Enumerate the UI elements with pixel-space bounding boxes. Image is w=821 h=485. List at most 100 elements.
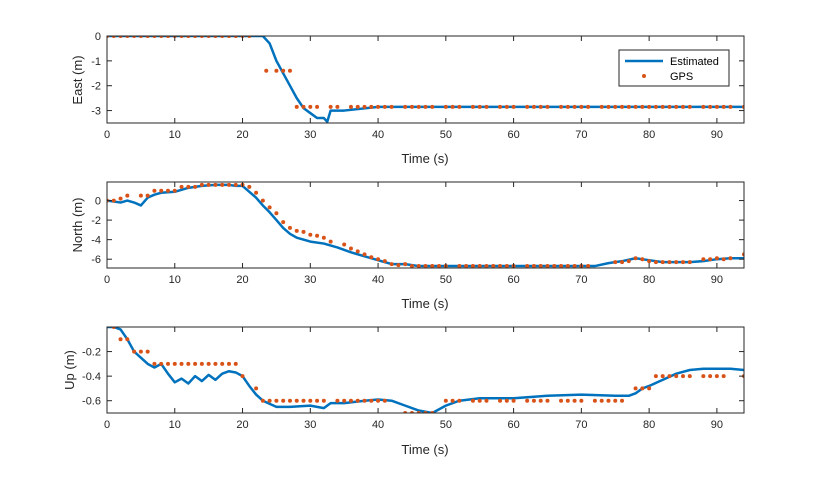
axes-frame-north	[106, 181, 745, 269]
x-tick-label-east: 40	[372, 129, 384, 141]
gps-point-east	[457, 104, 462, 109]
legend-label-gps: GPS	[670, 71, 693, 83]
gps-point-up	[667, 374, 672, 379]
gps-point-up	[145, 349, 150, 354]
gps-point-up	[376, 398, 381, 403]
gps-point-north	[287, 225, 292, 230]
gps-point-up	[457, 398, 462, 403]
x-tick-label-up: 90	[711, 419, 723, 431]
gps-point-north	[538, 264, 543, 268]
gps-point-east	[586, 104, 591, 109]
gps-point-north	[226, 182, 231, 187]
x-tick-label-north: 30	[304, 274, 316, 286]
gps-point-up	[470, 398, 475, 403]
gps-point-north	[179, 184, 184, 189]
gps-point-east	[565, 104, 570, 109]
gps-point-up	[342, 398, 347, 403]
x-tick-label-north: 10	[169, 274, 181, 286]
gps-point-north	[653, 260, 658, 265]
gps-point-up	[653, 374, 658, 379]
gps-point-east	[362, 104, 367, 109]
series-estimated-line-north	[107, 183, 744, 268]
gps-point-up	[308, 398, 313, 403]
gps-point-east	[470, 104, 475, 109]
gps-point-north	[572, 264, 577, 268]
gps-point-east	[389, 104, 394, 109]
gps-point-up	[172, 361, 177, 366]
gps-point-north	[613, 260, 618, 265]
y-tick-label-up: -0.2	[82, 347, 101, 359]
x-tick-label-north: 50	[440, 274, 452, 286]
y-axis-label-east: East (m)	[70, 55, 85, 104]
gps-point-north	[233, 182, 238, 187]
gps-point-east	[498, 104, 503, 109]
gps-point-up	[193, 361, 198, 366]
gps-point-east	[626, 104, 631, 109]
gps-point-east	[315, 104, 320, 109]
gps-point-north	[260, 198, 265, 203]
x-axis-label-east: Time (s)	[401, 151, 448, 166]
gps-point-up	[301, 398, 306, 403]
gps-point-up	[179, 361, 184, 366]
gps-point-north	[660, 260, 665, 265]
legend-box	[618, 49, 730, 87]
gps-point-east	[653, 104, 658, 109]
gps-point-north	[464, 264, 469, 268]
series-estimated-line-east	[107, 36, 744, 123]
gps-point-up	[274, 398, 279, 403]
gps-point-north	[687, 260, 692, 265]
gps-point-north	[667, 260, 672, 265]
axes-east: 0 10 20 30 40 50 60 70 80 90 -3 -2 -1 0	[91, 31, 745, 141]
gps-point-up	[701, 374, 706, 379]
x-tick-label-east: 70	[575, 129, 587, 141]
gps-point-up	[382, 398, 387, 403]
gps-point-east	[294, 104, 299, 109]
gps-point-up	[220, 361, 225, 366]
y-axis-label-north: North (m)	[70, 198, 85, 253]
gps-point-east	[504, 104, 509, 109]
x-tick-label-east: 80	[643, 129, 655, 141]
gps-point-north	[498, 264, 503, 268]
gps-point-north	[721, 257, 726, 262]
gps-point-east	[687, 104, 692, 109]
gps-point-up	[355, 398, 360, 403]
gps-point-up	[443, 398, 448, 403]
gps-point-east	[660, 104, 665, 109]
x-tick-label-east: 90	[711, 129, 723, 141]
gps-point-north	[484, 264, 489, 268]
gps-point-north	[416, 264, 421, 268]
gps-point-north	[525, 264, 530, 268]
gps-point-up	[613, 398, 618, 403]
x-tick-label-north: 0	[104, 274, 110, 286]
axes-north: 0 10 20 30 40 50 60 70 80 90 -6 -4 -2 0	[91, 181, 745, 286]
gps-point-north	[165, 188, 170, 193]
gps-point-up	[674, 374, 679, 379]
gps-point-east	[328, 104, 333, 109]
gps-point-up	[369, 398, 374, 403]
gps-point-up	[511, 398, 516, 403]
gps-point-north	[274, 211, 279, 216]
gps-point-up	[213, 361, 218, 366]
gps-point-up	[477, 398, 482, 403]
gps-point-north	[321, 235, 326, 240]
gps-point-up	[152, 361, 157, 366]
x-tick-label-east: 50	[440, 129, 452, 141]
x-tick-label-east: 30	[304, 129, 316, 141]
gps-point-up	[267, 398, 272, 403]
gps-point-up	[260, 398, 265, 403]
gps-point-up	[525, 398, 530, 403]
gps-point-north	[389, 262, 394, 267]
gps-point-east	[633, 104, 638, 109]
gps-point-north	[531, 264, 536, 268]
gps-point-east	[274, 68, 279, 73]
gps-point-east	[579, 104, 584, 109]
gps-point-north	[138, 193, 143, 198]
gps-point-up	[579, 398, 584, 403]
y-tick-label-north: -2	[91, 215, 101, 227]
gps-point-east	[287, 68, 292, 73]
x-tick-label-north: 20	[236, 274, 248, 286]
gps-point-north	[308, 232, 313, 237]
gps-point-east	[281, 68, 286, 73]
gps-point-east	[721, 104, 726, 109]
